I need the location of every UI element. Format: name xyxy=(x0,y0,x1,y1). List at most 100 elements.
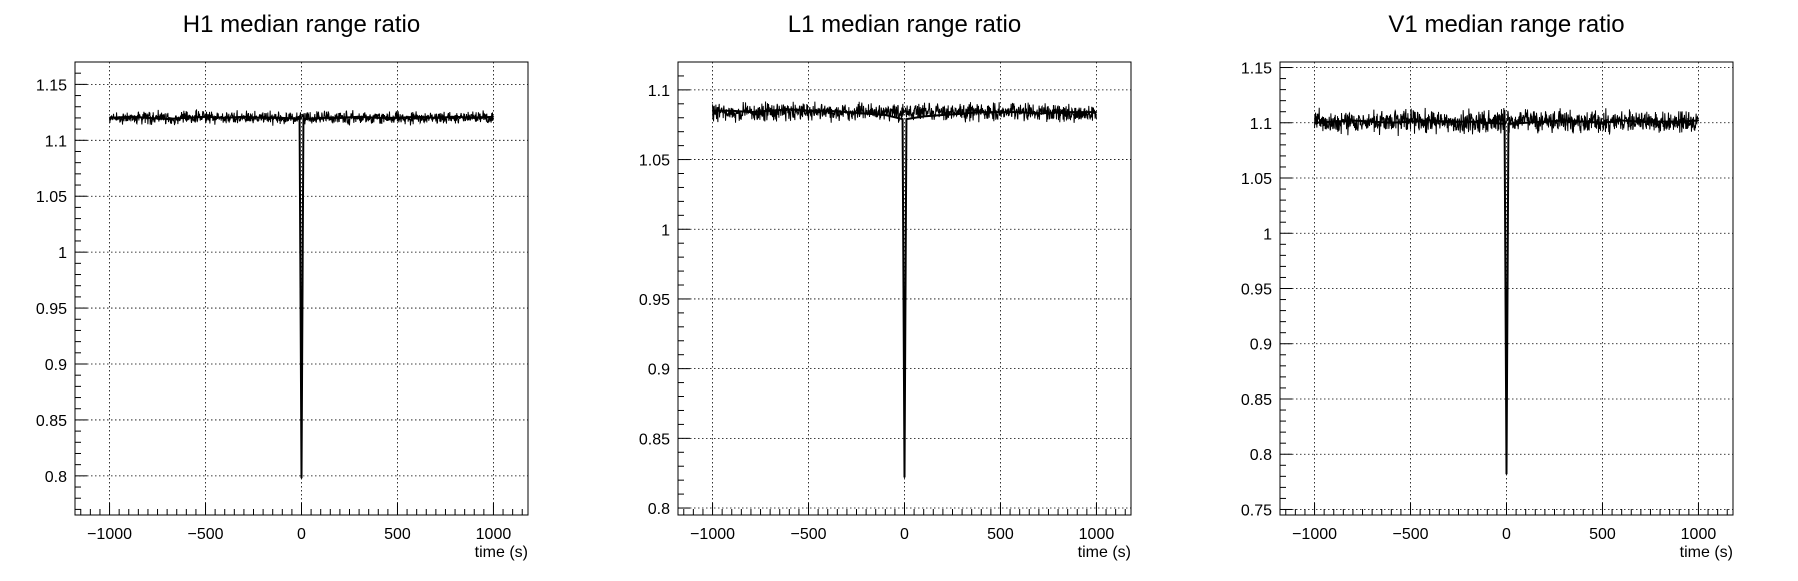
data-point xyxy=(903,476,906,478)
data-point xyxy=(262,117,264,119)
data-point xyxy=(731,110,733,112)
data-point xyxy=(1313,122,1316,124)
data-point xyxy=(128,116,130,118)
x-tick-label: 0 xyxy=(900,526,909,543)
data-point xyxy=(1448,121,1450,123)
data-point xyxy=(1371,121,1373,123)
chart-panel-l1: L1 median range ratio time (s) −1000 −500… xyxy=(639,11,1132,561)
y-tick-label: 0.9 xyxy=(45,357,67,374)
y-tick-label: 1.05 xyxy=(36,189,67,206)
y-tick-label: 1 xyxy=(58,245,67,262)
y-tick-label: 1.15 xyxy=(36,77,67,94)
data-point xyxy=(1429,119,1431,122)
x-tick-label: −500 xyxy=(791,526,827,543)
y-tick-label: 0.95 xyxy=(36,301,67,318)
y-tick-label: 1 xyxy=(661,222,670,239)
data-point xyxy=(1076,111,1078,113)
data-point xyxy=(901,118,904,120)
data-point xyxy=(300,477,303,479)
data-point xyxy=(750,111,752,113)
data-point xyxy=(320,117,322,119)
chart-panel-h1: H1 median range ratio time (s) −1000 −500… xyxy=(36,11,529,561)
data-point xyxy=(827,110,829,112)
data-point xyxy=(1095,111,1098,113)
chart-title: H1 median range ratio xyxy=(183,11,420,38)
data-point xyxy=(1507,123,1510,125)
x-axis-label: time (s) xyxy=(1078,544,1131,561)
data-point xyxy=(846,111,848,113)
data-point xyxy=(999,111,1002,113)
x-axis-label: time (s) xyxy=(1680,544,1733,561)
x-axis-label: time (s) xyxy=(475,544,528,561)
data-point xyxy=(302,118,305,120)
data-point xyxy=(298,118,301,120)
x-tick-label: 1000 xyxy=(1079,526,1115,543)
y-tick-label: 1.15 xyxy=(1241,61,1272,78)
data-point xyxy=(1038,112,1040,115)
data-point xyxy=(1697,119,1700,122)
data-point xyxy=(788,108,790,110)
data-point xyxy=(1503,123,1506,125)
data-point xyxy=(1640,121,1642,123)
y-tick-label: 0.8 xyxy=(45,469,67,486)
data-point xyxy=(224,117,226,119)
y-tick-label: 0.8 xyxy=(648,501,670,518)
data-point xyxy=(942,114,944,116)
y-tick-label: 0.85 xyxy=(1241,392,1272,409)
data-point xyxy=(243,116,245,118)
y-tick-label: 0.95 xyxy=(639,292,670,309)
data-point xyxy=(1582,121,1584,123)
data-point xyxy=(1409,121,1412,123)
chart-title: L1 median range ratio xyxy=(788,11,1021,38)
data-point xyxy=(1333,121,1335,123)
data-point xyxy=(711,110,714,112)
data-point xyxy=(166,118,168,120)
y-tick-label: 1.05 xyxy=(639,153,670,170)
data-point xyxy=(961,112,963,115)
data-point xyxy=(1544,121,1546,123)
x-tick-label: −1000 xyxy=(690,526,735,543)
y-tick-label: 0.85 xyxy=(639,431,670,448)
data-point xyxy=(147,117,149,119)
data-point xyxy=(1621,119,1623,122)
data-point xyxy=(396,117,399,119)
x-tick-label: 1000 xyxy=(1681,526,1717,543)
data-point xyxy=(1659,121,1661,123)
series-noise-band xyxy=(712,101,1097,123)
data-point xyxy=(492,116,495,118)
data-point xyxy=(865,112,867,115)
x-tick-label: 500 xyxy=(987,526,1014,543)
x-tick-label: −500 xyxy=(188,526,224,543)
data-point xyxy=(1390,122,1392,124)
y-tick-label: 1.05 xyxy=(1241,171,1272,188)
y-tick-label: 0.8 xyxy=(1250,447,1272,464)
data-point xyxy=(1678,121,1680,123)
data-point xyxy=(473,117,475,119)
data-point xyxy=(1601,122,1604,124)
data-point xyxy=(1525,122,1527,124)
data-point xyxy=(454,116,456,118)
y-tick-label: 0.95 xyxy=(1241,282,1272,299)
y-tick-label: 1.1 xyxy=(1250,116,1272,133)
series-line xyxy=(712,108,1097,478)
x-tick-label: 500 xyxy=(384,526,411,543)
data-point xyxy=(980,111,982,113)
series-line xyxy=(1314,119,1699,475)
data-point xyxy=(1019,111,1021,113)
x-tick-label: −1000 xyxy=(1292,526,1337,543)
data-point xyxy=(923,115,925,117)
chart-panel-v1: V1 median range ratio time (s) −1000 −500… xyxy=(1241,11,1734,561)
y-tick-label: 0.75 xyxy=(1241,502,1272,519)
data-point xyxy=(1057,111,1059,113)
data-point xyxy=(358,116,360,118)
x-tick-label: 1000 xyxy=(476,526,512,543)
data-point xyxy=(807,110,810,112)
data-point xyxy=(1467,121,1469,123)
x-tick-label: 0 xyxy=(297,526,306,543)
data-point xyxy=(1352,119,1354,122)
y-tick-label: 0.9 xyxy=(648,362,670,379)
y-tick-label: 1 xyxy=(1263,226,1272,243)
x-tick-label: −500 xyxy=(1393,526,1429,543)
